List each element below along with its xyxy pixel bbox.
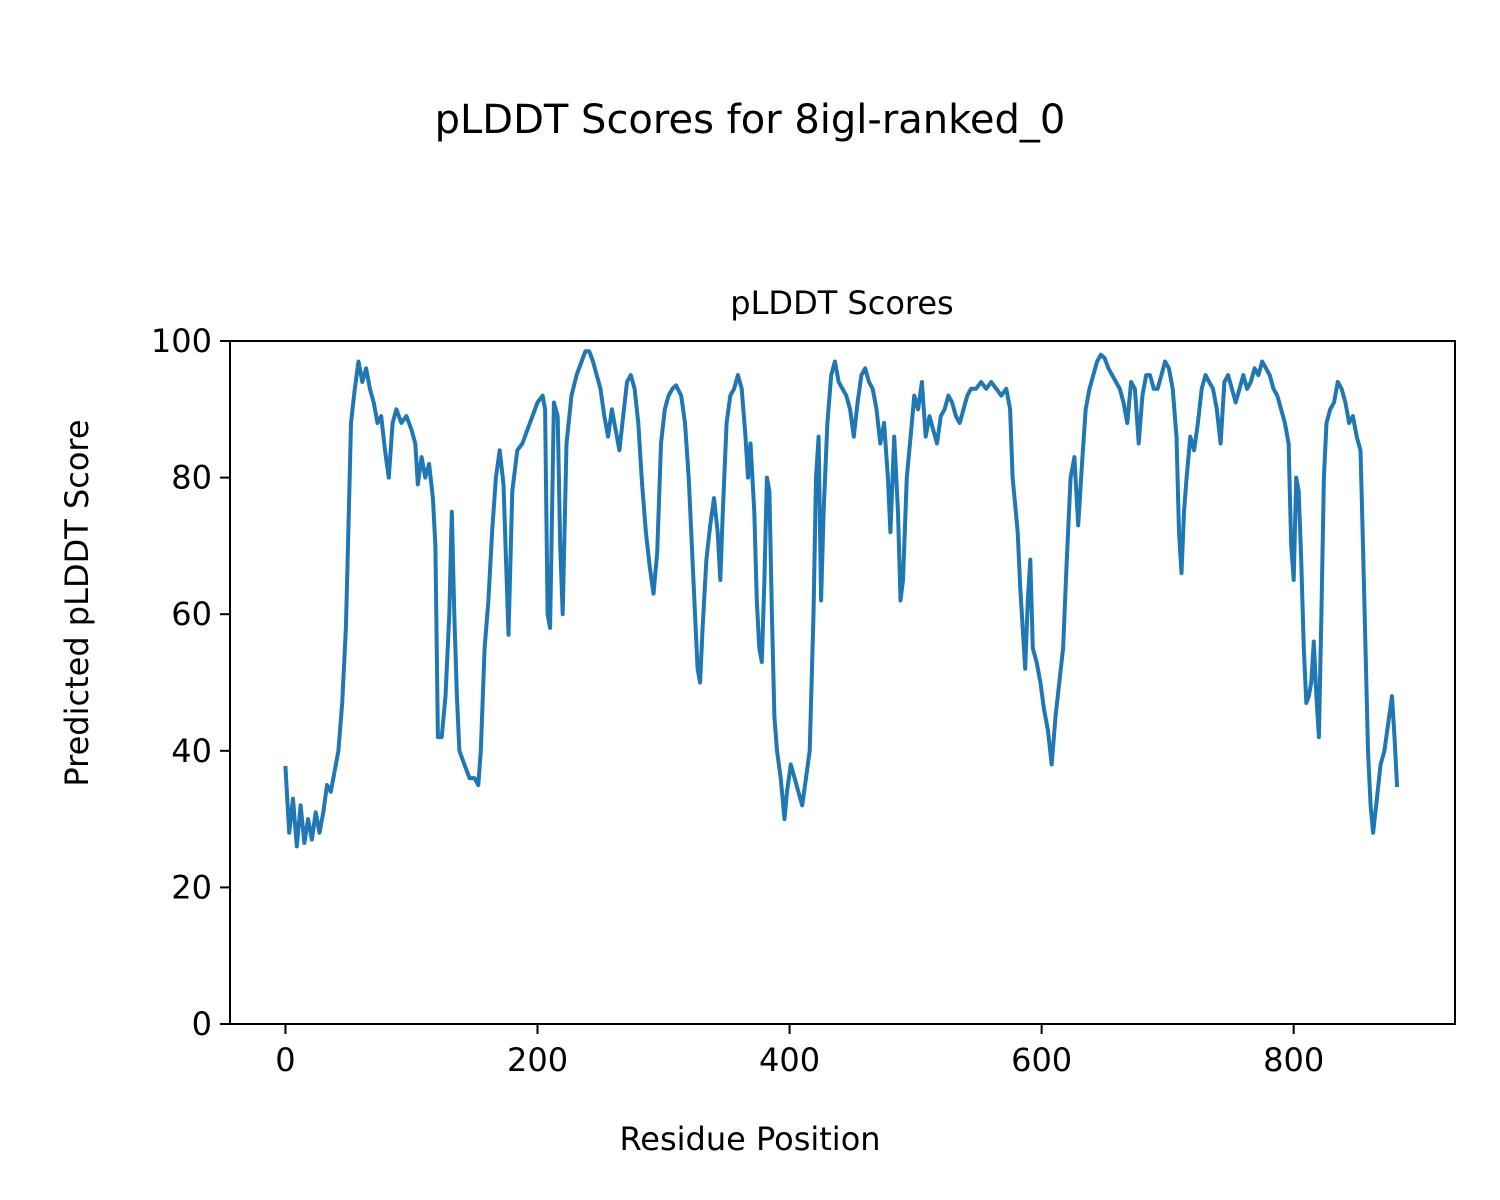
x-tick-label: 800 [1263,1041,1324,1079]
plot-area [229,340,1456,1025]
y-tick-label: 20 [171,868,212,906]
x-tick-label: 0 [275,1041,295,1079]
y-axis-label: Predicted pLDDT Score [58,419,96,786]
y-tick-label: 40 [171,732,212,770]
x-tick-label: 200 [507,1041,568,1079]
x-axis-ticks: 0 200 400 600 800 [275,1024,1324,1079]
axes-frame [229,340,1456,1025]
axes-title: pLDDT Scores [730,284,953,322]
y-axis-ticks: 0 20 40 60 80 100 [151,322,230,1043]
y-tick-label: 0 [192,1005,212,1043]
series-line-0 [283,349,1400,849]
y-tick-label: 60 [171,595,212,633]
x-axis-label: Residue Position [619,1120,880,1158]
figure-suptitle: pLDDT Scores for 8igl-ranked_0 [435,97,1066,143]
x-tick-label: 400 [759,1041,820,1079]
y-tick-label: 80 [171,459,212,497]
y-tick-label: 100 [151,322,212,360]
x-tick-label: 600 [1011,1041,1072,1079]
data-layer [283,349,1400,849]
